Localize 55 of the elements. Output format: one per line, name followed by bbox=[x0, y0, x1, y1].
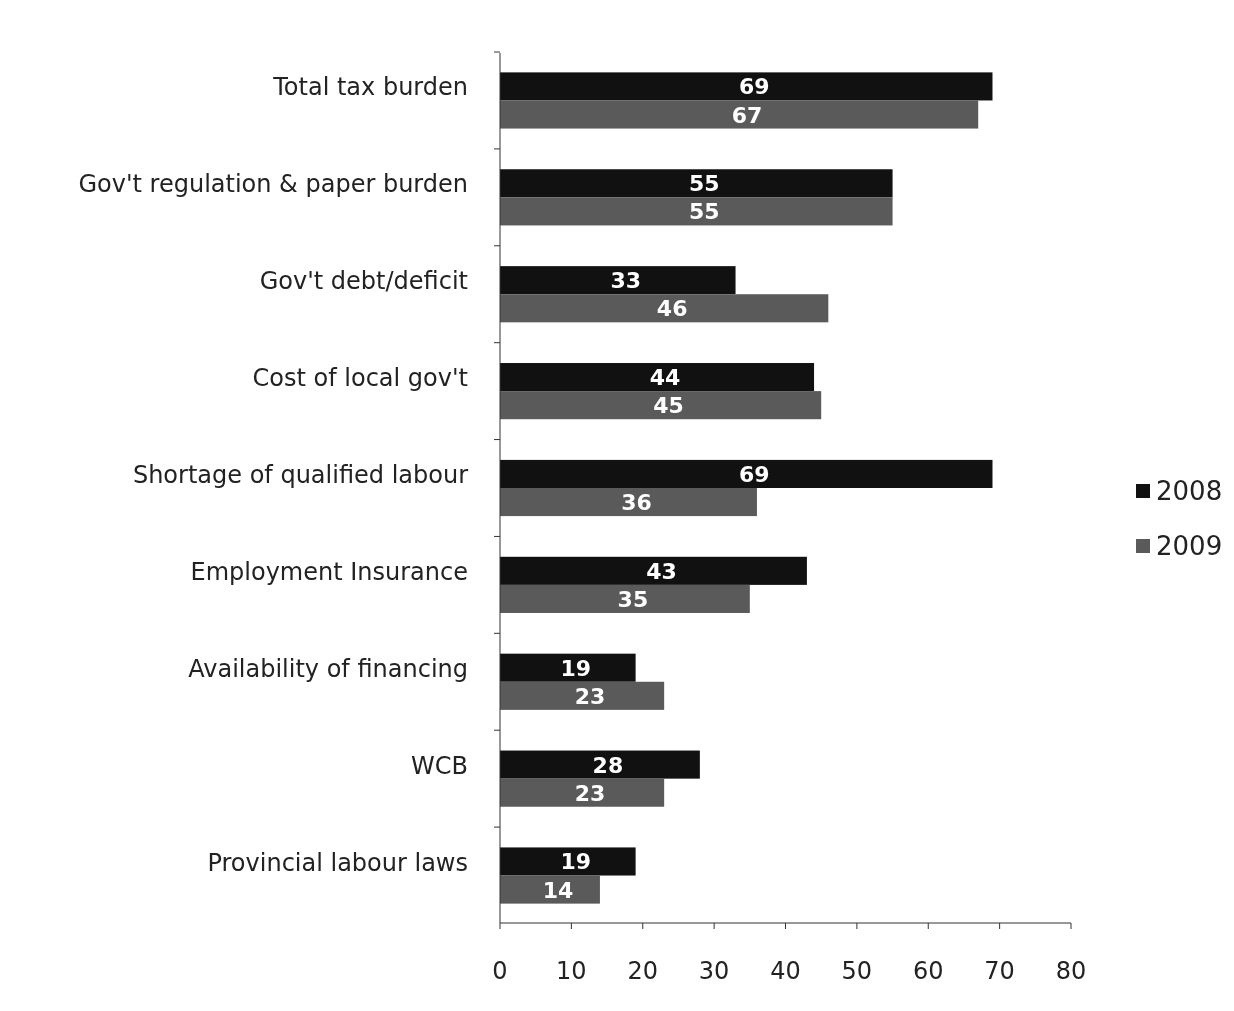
legend-label: 2009 bbox=[1156, 531, 1223, 561]
bar bbox=[500, 266, 736, 295]
y-tick-label: WCB bbox=[411, 751, 468, 780]
x-tick-label: 20 bbox=[627, 957, 659, 985]
data-label: 23 bbox=[574, 780, 606, 806]
x-tick-label: 10 bbox=[556, 957, 587, 985]
bar bbox=[500, 100, 979, 129]
bar bbox=[500, 197, 893, 226]
bar bbox=[500, 391, 822, 420]
bar bbox=[500, 681, 665, 710]
x-tick-label: 0 bbox=[492, 957, 508, 985]
data-label: 14 bbox=[542, 877, 574, 903]
data-label: 69 bbox=[738, 74, 770, 100]
y-tick-label: Total tax burden bbox=[272, 73, 468, 102]
bar bbox=[500, 750, 700, 779]
data-label: 28 bbox=[592, 752, 624, 778]
bar bbox=[500, 778, 665, 807]
bar bbox=[500, 488, 757, 517]
data-label: 69 bbox=[738, 461, 770, 487]
x-tick-label: 80 bbox=[1055, 957, 1087, 985]
y-tick-label: Availability of financing bbox=[188, 654, 468, 683]
x-tick-label: 70 bbox=[984, 957, 1015, 985]
bar bbox=[500, 363, 815, 392]
x-tick-label: 30 bbox=[698, 957, 730, 985]
data-label: 44 bbox=[649, 365, 681, 391]
bar bbox=[500, 653, 636, 682]
y-tick-label: Cost of local gov't bbox=[252, 364, 468, 393]
data-label: 43 bbox=[646, 558, 677, 584]
data-label: 19 bbox=[560, 655, 592, 681]
data-label: 23 bbox=[574, 683, 606, 709]
x-tick-label: 50 bbox=[841, 957, 873, 985]
bar bbox=[500, 72, 993, 101]
data-label: 33 bbox=[610, 268, 642, 294]
x-tick-label: 60 bbox=[912, 957, 944, 985]
data-label: 45 bbox=[653, 393, 684, 419]
legend-label: 2008 bbox=[1156, 476, 1223, 506]
data-label: 46 bbox=[656, 296, 688, 322]
y-tick-label: Gov't debt/deficit bbox=[259, 267, 468, 296]
y-tick-label: Shortage of qualified labour bbox=[132, 461, 469, 489]
x-tick-label: 40 bbox=[770, 957, 801, 985]
bar bbox=[500, 847, 636, 876]
bar bbox=[500, 294, 829, 323]
data-label: 67 bbox=[731, 102, 763, 128]
bar bbox=[500, 584, 750, 613]
data-label: 35 bbox=[617, 586, 649, 612]
bar bbox=[500, 556, 807, 585]
data-label: 55 bbox=[688, 171, 720, 197]
data-label: 36 bbox=[621, 490, 652, 516]
y-tick-label: Provincial labour laws bbox=[207, 848, 468, 877]
y-tick-label: Gov't regulation & paper burden bbox=[78, 170, 468, 199]
data-label: 19 bbox=[560, 849, 592, 875]
bar bbox=[500, 169, 893, 198]
y-tick-label: Employment Insurance bbox=[190, 557, 468, 586]
data-label: 55 bbox=[688, 199, 720, 225]
bar bbox=[500, 459, 993, 488]
